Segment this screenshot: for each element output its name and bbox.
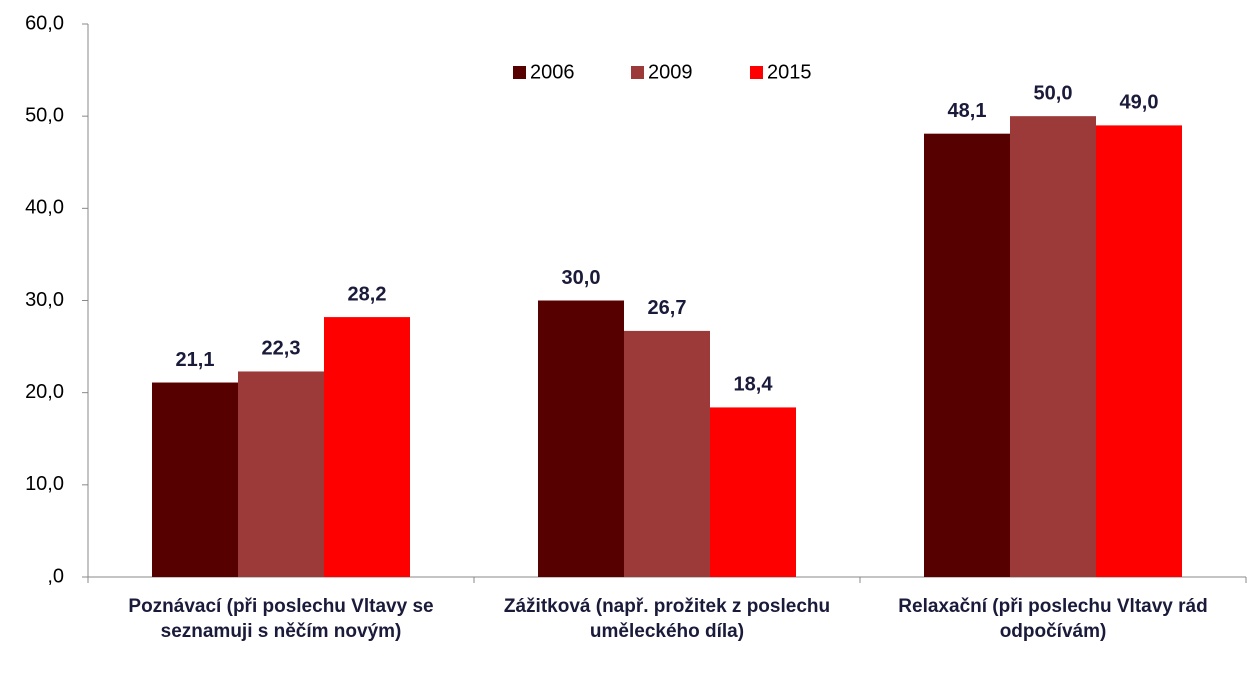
legend-swatch <box>513 66 526 79</box>
bar <box>1096 125 1182 577</box>
bar <box>238 371 324 577</box>
legend-label: 2009 <box>648 61 693 83</box>
bar <box>924 133 1010 577</box>
bar <box>710 407 796 577</box>
bar <box>1010 116 1096 578</box>
legend-swatch <box>631 66 644 79</box>
value-label: 21,1 <box>176 349 215 371</box>
legend-label: 2006 <box>530 61 575 83</box>
value-label: 26,7 <box>648 297 687 319</box>
value-label: 30,0 <box>562 267 601 289</box>
value-label: 22,3 <box>262 338 301 360</box>
value-label: 18,4 <box>734 374 774 396</box>
value-label: 50,0 <box>1034 82 1073 104</box>
y-tick-label: 30,0 <box>25 289 64 311</box>
y-tick-label: 60,0 <box>25 12 64 34</box>
bar <box>324 317 410 577</box>
x-tick-label: Poznávací (při poslechu Vltavy se seznam… <box>128 596 434 642</box>
x-tick-label: Relaxační (při poslechu Vltavy rád odpoč… <box>898 596 1208 642</box>
bar <box>624 330 710 577</box>
value-label: 28,2 <box>348 283 387 305</box>
y-tick-label: 40,0 <box>25 197 64 219</box>
y-tick-label: 20,0 <box>25 381 64 403</box>
bar <box>152 382 238 577</box>
value-label: 49,0 <box>1120 92 1159 114</box>
y-tick-label: ,0 <box>47 565 64 587</box>
y-tick-label: 50,0 <box>25 104 64 126</box>
bar <box>538 300 624 577</box>
legend-label: 2015 <box>767 61 812 83</box>
value-label: 48,1 <box>948 100 987 122</box>
legend-swatch <box>750 66 763 79</box>
y-tick-label: 10,0 <box>25 473 64 495</box>
x-tick-label: Zážitková (např. prožitek z poslechu umě… <box>503 596 831 642</box>
